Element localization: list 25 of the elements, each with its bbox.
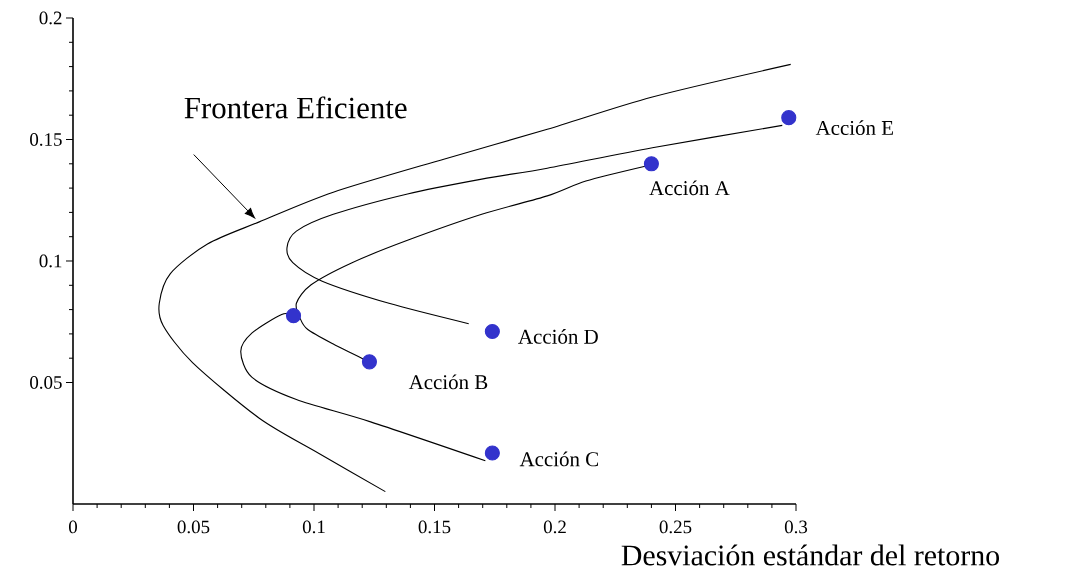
point: [484, 323, 500, 340]
point: [361, 354, 377, 370]
x-tick-label: 0: [68, 520, 77, 534]
x-tick-label: 0.05: [177, 520, 210, 534]
annotation: Acción E: [815, 120, 893, 135]
line-series: [158, 63, 792, 493]
point: [484, 445, 500, 461]
point: [643, 156, 659, 172]
point: [285, 308, 302, 324]
x-tick-label: 0.15: [418, 520, 451, 534]
x-tick-label: 0.2: [543, 520, 566, 534]
x-tick-label: 0.3: [784, 520, 808, 534]
annotation: Acción C: [519, 451, 598, 467]
x-tick-label: 0.1: [302, 520, 325, 534]
y-tick-label: 0.15: [30, 133, 62, 146]
point: [781, 110, 797, 126]
x-tick-label: 0.25: [659, 520, 692, 534]
annotation: Acción D: [518, 329, 598, 344]
x-axis-title: Desviación estándar del retorno: [621, 544, 1000, 566]
annotation: Frontera Eficiente: [184, 96, 407, 119]
y-tick-label: 0.05: [30, 376, 62, 389]
annotation: Acción B: [408, 374, 488, 390]
annotation: Acción A: [649, 180, 730, 196]
y-tick-label: 0.2: [39, 11, 62, 25]
y-tick-label: 0.1: [39, 254, 62, 268]
